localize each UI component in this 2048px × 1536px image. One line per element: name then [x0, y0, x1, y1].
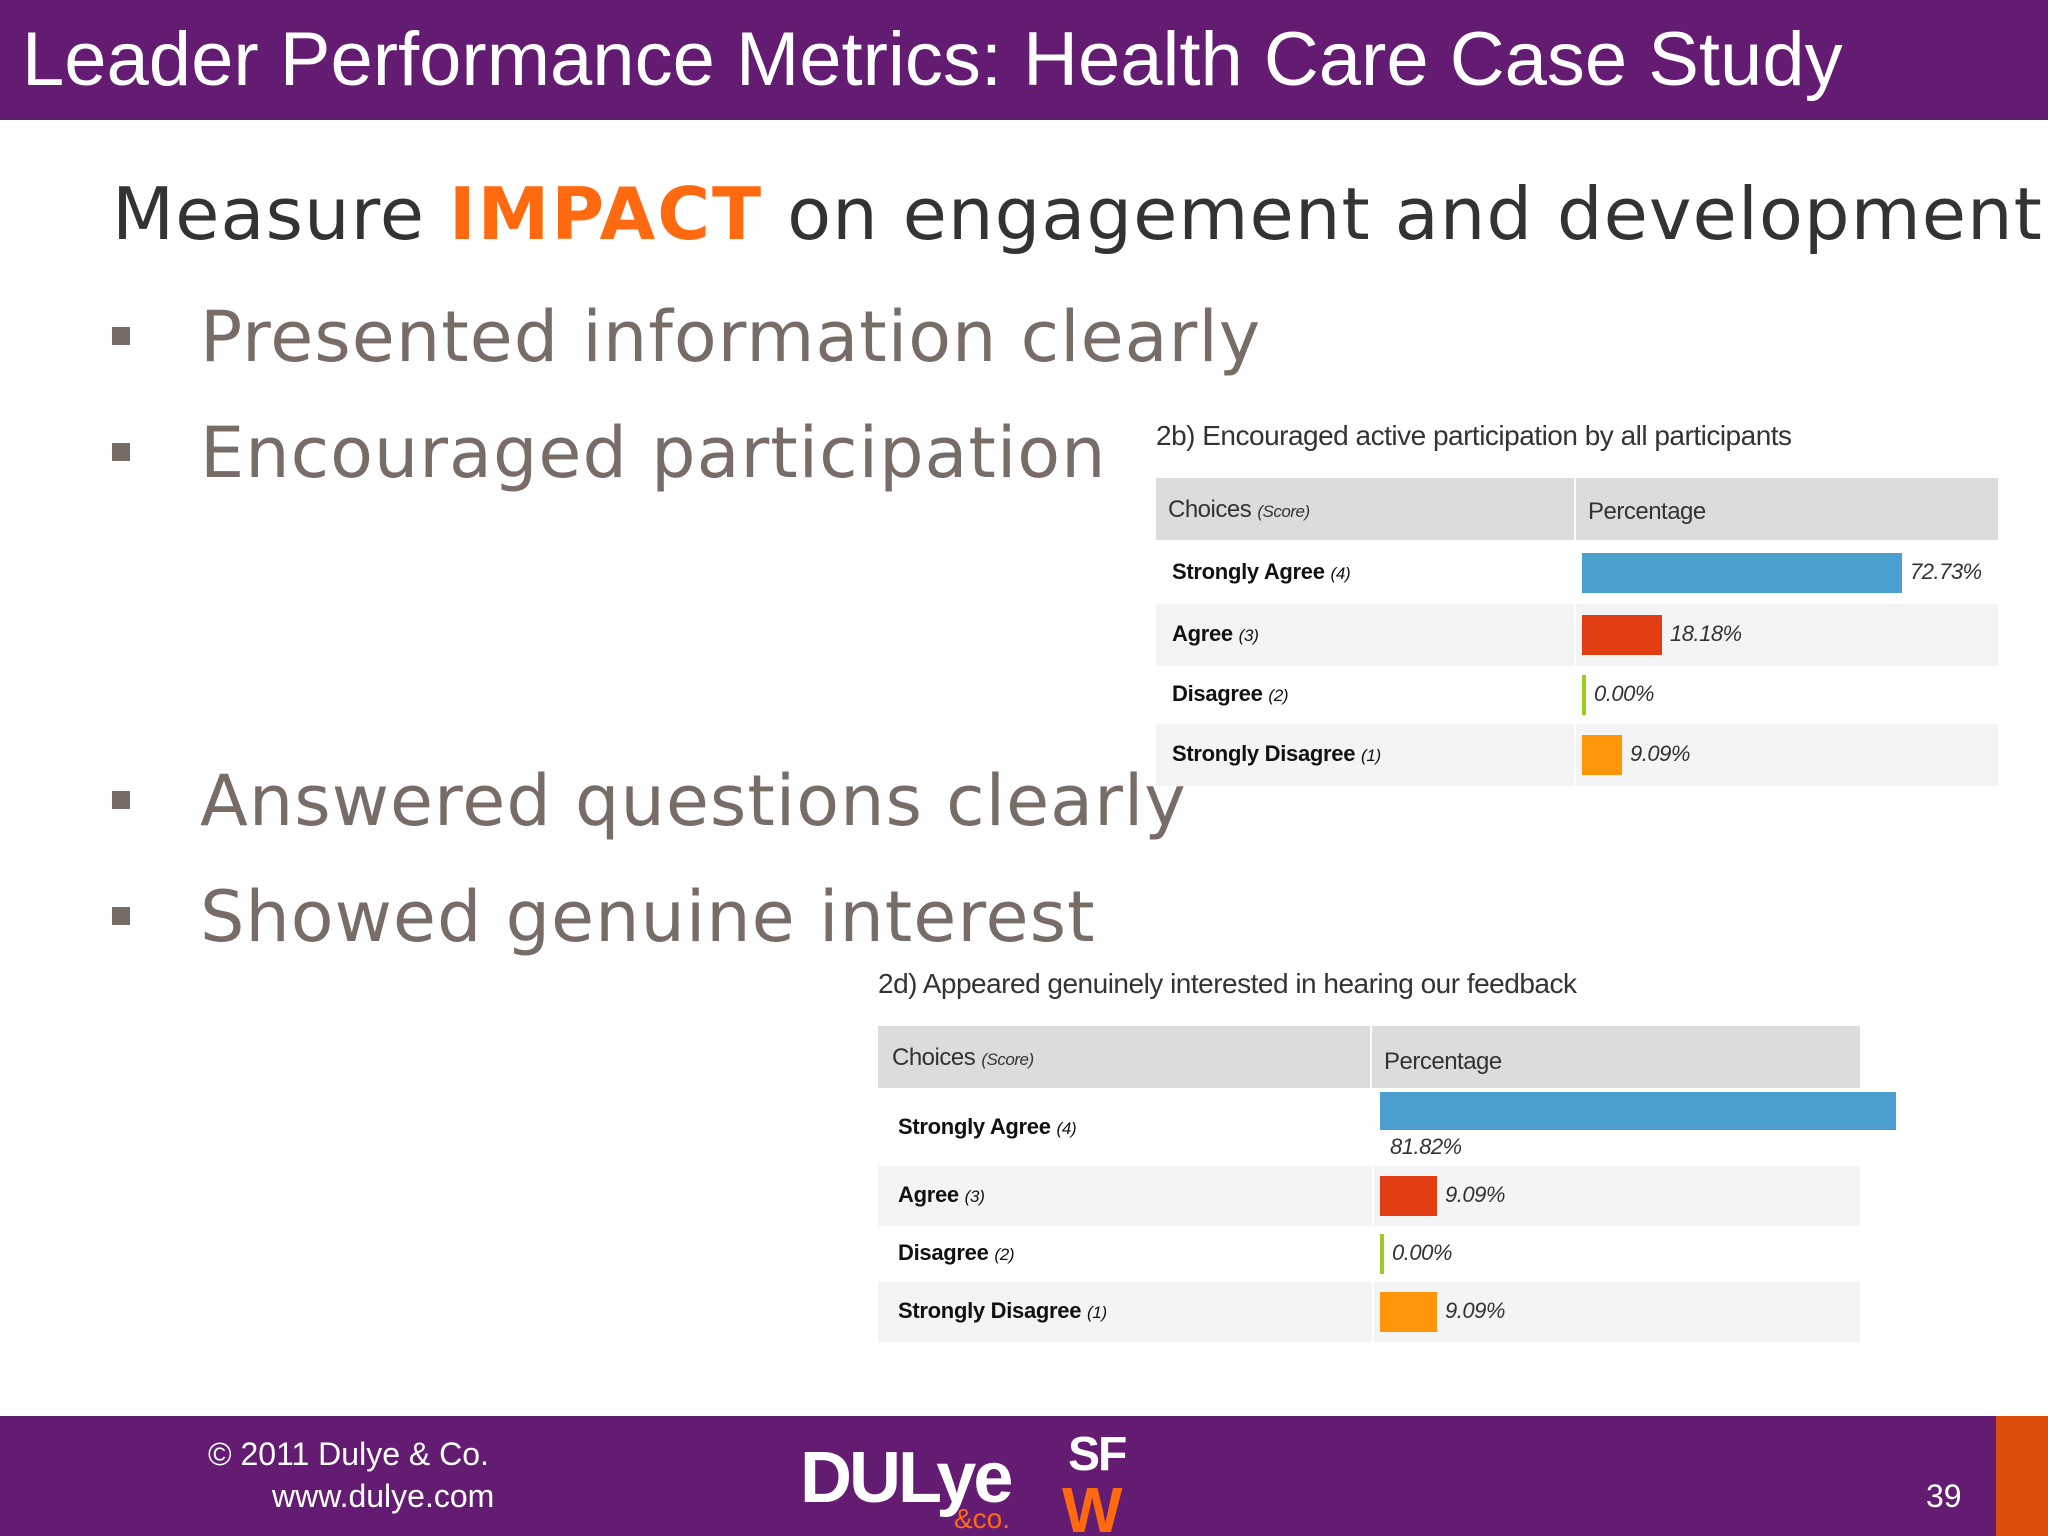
- percentage-value: 0.00%: [1392, 1240, 1452, 1265]
- column-divider: [1574, 542, 1576, 604]
- column-divider: [1574, 604, 1576, 666]
- column-divider: [1574, 664, 1576, 726]
- percentage-bar: [1582, 615, 1662, 655]
- percentage-value: 0.00%: [1594, 681, 1654, 706]
- website-link[interactable]: www.dulye.com: [272, 1478, 495, 1514]
- dulye-logo-text: DULye: [800, 1438, 1011, 1518]
- column-divider: [1372, 1166, 1374, 1226]
- choices-header: Choices (Score): [892, 1044, 1034, 1071]
- poll-row: Agree (3) 18.18%: [1156, 604, 1998, 666]
- poll-row: Disagree (2) 0.00%: [1156, 664, 1998, 726]
- dulye-logo: DULye &co.: [800, 1438, 1014, 1532]
- page-number: 39: [1926, 1478, 1962, 1514]
- choice-label: Disagree (2): [898, 1240, 1015, 1265]
- bullet-item: Showed genuine interest: [112, 876, 1096, 958]
- bullet-square-icon: [112, 443, 130, 461]
- choice-label: Strongly Agree (4): [898, 1114, 1077, 1139]
- poll-row: Strongly Agree (4) 72.73%: [1156, 542, 1998, 604]
- column-divider: [1574, 478, 1576, 540]
- percentage-bar: [1380, 1234, 1384, 1274]
- column-divider: [1372, 1282, 1374, 1342]
- poll-table-header: Choices (Score) Percentage: [878, 1026, 1860, 1088]
- column-divider: [1370, 1026, 1372, 1088]
- percentage-bar: [1582, 735, 1622, 775]
- percentage-header: Percentage: [1384, 1048, 1502, 1075]
- slide-subtitle: Measure IMPACT on engagement and develop…: [112, 172, 2043, 256]
- bullet-text: Showed genuine interest: [200, 876, 1096, 958]
- poll-table: Choices (Score) Percentage Strongly Agre…: [1156, 478, 1998, 794]
- poll-row: Agree (3) 9.09%: [878, 1166, 1860, 1226]
- bullet-item: Presented information clearly: [112, 296, 1261, 378]
- percentage-value: 72.73%: [1910, 559, 1982, 584]
- sfw-logo-bottom: W: [1062, 1474, 1123, 1536]
- choice-label: Strongly Disagree (1): [1172, 741, 1381, 766]
- poll-row: Disagree (2) 0.00%: [878, 1226, 1860, 1282]
- choice-label: Agree (3): [1172, 621, 1259, 646]
- percentage-value: 9.09%: [1445, 1298, 1505, 1323]
- poll-table: Choices (Score) Percentage Strongly Agre…: [878, 1026, 1896, 1342]
- footer-accent: [1996, 1416, 2048, 1536]
- bullet-text: Presented information clearly: [200, 296, 1262, 378]
- bullet-square-icon: [112, 327, 130, 345]
- choice-label: Disagree (2): [1172, 681, 1289, 706]
- poll-results-chart: 2d) Appeared genuinely interested in hea…: [878, 968, 1896, 1348]
- column-divider: [1372, 1226, 1374, 1282]
- poll-row: Strongly Agree (4) 81.82%: [878, 1090, 1896, 1166]
- percentage-bar: [1582, 553, 1902, 593]
- choice-label: Agree (3): [898, 1182, 985, 1207]
- column-divider: [1372, 1090, 1374, 1166]
- choice-label: Strongly Agree (4): [1172, 559, 1351, 584]
- bullet-square-icon: [112, 791, 130, 809]
- poll-table-header: Choices (Score) Percentage: [1156, 478, 1998, 540]
- poll-results-chart: 2b) Encouraged active participation by a…: [1156, 420, 1998, 800]
- percentage-bar: [1582, 675, 1586, 715]
- percentage-value: 9.09%: [1445, 1182, 1505, 1207]
- poll-question: 2d) Appeared genuinely interested in hea…: [878, 968, 1577, 999]
- choices-header: Choices (Score): [1168, 496, 1310, 523]
- poll-row: Strongly Disagree (1) 9.09%: [1156, 724, 1998, 786]
- subtitle-suffix: on engagement and development: [787, 172, 2043, 256]
- sfw-logo-top: SF: [1068, 1428, 1126, 1481]
- sfw-logo: SF W: [1062, 1428, 1128, 1536]
- bullet-text: Answered questions clearly: [200, 760, 1187, 842]
- dulye-logo-sub: &co.: [954, 1503, 1010, 1532]
- poll-row: Strongly Disagree (1) 9.09%: [878, 1282, 1860, 1342]
- percentage-bar: [1380, 1176, 1437, 1216]
- title-bar: Leader Performance Metrics: Health Care …: [0, 0, 2048, 120]
- choice-label: Strongly Disagree (1): [898, 1298, 1107, 1323]
- percentage-value: 18.18%: [1670, 621, 1742, 646]
- poll-question: 2b) Encouraged active participation by a…: [1156, 420, 1792, 451]
- subtitle-emphasis: IMPACT: [448, 172, 764, 256]
- percentage-header: Percentage: [1588, 498, 1706, 525]
- bullet-text: Encouraged participation: [200, 412, 1107, 494]
- percentage-value: 9.09%: [1630, 741, 1690, 766]
- subtitle-prefix: Measure: [112, 172, 425, 256]
- bullet-square-icon: [112, 907, 130, 925]
- percentage-value: 81.82%: [1390, 1134, 1462, 1159]
- bullet-item: Encouraged participation: [112, 412, 1107, 494]
- slide-title: Leader Performance Metrics: Health Care …: [22, 17, 1843, 102]
- footer-bar: © 2011 Dulye & Co. www.dulye.com DULye &…: [0, 1416, 2048, 1536]
- percentage-bar: [1380, 1292, 1437, 1332]
- column-divider: [1574, 724, 1576, 786]
- bullet-item: Answered questions clearly: [112, 760, 1187, 842]
- percentage-bar: [1380, 1092, 1896, 1130]
- copyright-text: © 2011 Dulye & Co.: [208, 1436, 489, 1472]
